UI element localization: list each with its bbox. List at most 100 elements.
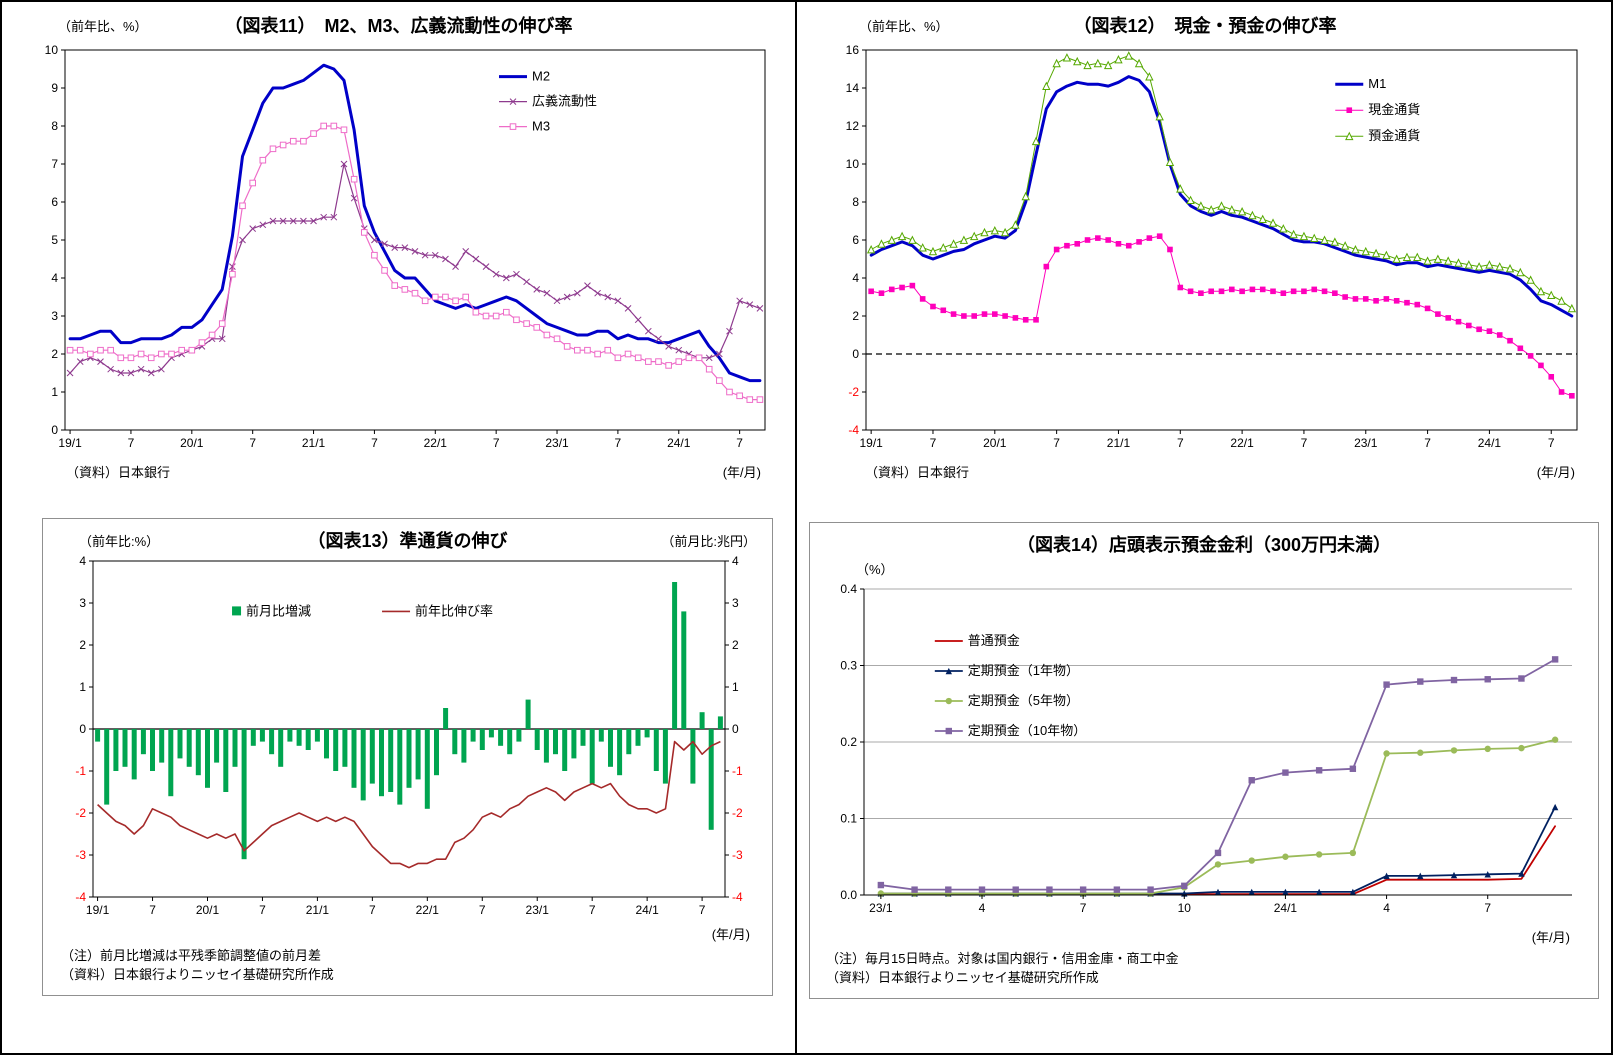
svg-text:20/1: 20/1	[180, 436, 204, 450]
svg-text:23/1: 23/1	[869, 901, 893, 915]
svg-text:4: 4	[852, 271, 859, 285]
svg-text:M3: M3	[532, 119, 550, 134]
fig14-chart: 0.0 0.1 0.2 0.3 0.4 23/1 4 7 10 24/1 4 7 普通預金定期預金（1年…	[840, 582, 1572, 915]
fig12-title: （図表12） 現金・預金の伸び率	[1073, 16, 1337, 36]
svg-text:21/1: 21/1	[306, 903, 330, 917]
fig12-source: （資料）日本銀行	[865, 465, 970, 480]
svg-text:2: 2	[79, 638, 86, 652]
fig12-axes: -4 -2 0 2 4 6 8 10 12 14 16 19/1 7 20/1 7 21/1 7 22/1 7 23/…	[845, 43, 1577, 450]
svg-text:19/1: 19/1	[859, 436, 883, 450]
svg-text:4: 4	[79, 554, 86, 568]
fig14-notes: （注）毎月15日時点。対象は国内銀行・信用金庫・商工中金 （資料）日本銀行よりニ…	[814, 946, 1594, 988]
svg-text:7: 7	[479, 903, 486, 917]
svg-text:19/1: 19/1	[58, 436, 82, 450]
panel-fig11: （前年比、%） （図表11） M2、M3、広義流動性の伸び率 0 1 2 3 4 5 6 7 8…	[2, 2, 795, 514]
svg-text:M1: M1	[1368, 76, 1386, 91]
svg-text:0.3: 0.3	[840, 659, 857, 673]
svg-text:10: 10	[1178, 901, 1192, 915]
panel-fig13: （前年比:%） （図表13）準通貨の伸び （前月比:兆円） -4 -4 -3 -3 -2…	[42, 518, 773, 996]
fig13-chart: -4 -4 -3 -3 -2 -2 -1 -1 0 0 1 1 2 2 3 3 4 4 19/1 7 20/1 7 21/1…	[75, 554, 743, 917]
fig14-note-1: （注）毎月15日時点。対象は国内銀行・信用金庫・商工中金	[826, 951, 1179, 966]
fig11-legend: M2 広義流動性 M3	[498, 69, 597, 134]
svg-text:7: 7	[1547, 436, 1554, 450]
svg-text:7: 7	[259, 903, 266, 917]
svg-text:10: 10	[845, 157, 859, 171]
svg-text:7: 7	[51, 157, 58, 171]
svg-text:23/1: 23/1	[545, 436, 569, 450]
svg-text:2: 2	[732, 638, 739, 652]
fig13-notes: （注）前月比増減は平残季節調整値の前月差 （資料）日本銀行よりニッセイ基礎研究所…	[49, 943, 766, 985]
svg-text:4: 4	[979, 901, 986, 915]
svg-text:7: 7	[371, 436, 378, 450]
svg-text:7: 7	[699, 903, 706, 917]
fig12-x-unit-label: (年/月)	[1536, 465, 1575, 480]
fig14-y-axis-label: （%）	[856, 562, 894, 577]
fig14-title: （図表14）店頭表示預金金利（300万円未満）	[1016, 535, 1392, 555]
svg-text:5: 5	[51, 233, 58, 247]
panel-fig12: （前年比、%） （図表12） 現金・預金の伸び率 -4 -2 0 2 4 6 8 10 12 14…	[797, 2, 1613, 514]
fig11-chart: 0 1 2 3 4 5 6 7 8 9 10 19/1 7 20/1 7 21/1 7 22/1 7 23/1 7 24/…	[44, 43, 765, 450]
fig11-x-unit-label: (年/月)	[722, 465, 761, 480]
svg-text:24/1: 24/1	[1477, 436, 1501, 450]
svg-text:0.0: 0.0	[840, 888, 857, 902]
svg-text:1: 1	[51, 385, 58, 399]
fig14-x-unit-row: (年/月)	[814, 927, 1594, 946]
fig14-note-2: （資料）日本銀行よりニッセイ基礎研究所作成	[826, 969, 1099, 985]
svg-text:預金通貨: 預金通貨	[1368, 128, 1420, 143]
svg-text:M2: M2	[532, 69, 550, 84]
svg-text:7: 7	[1424, 436, 1431, 450]
svg-text:1: 1	[79, 680, 86, 694]
svg-text:-2: -2	[848, 385, 859, 399]
svg-text:定期預金（1年物）: 定期預金（1年物）	[968, 663, 1079, 678]
fig12-series-現金通貨	[867, 233, 1575, 399]
svg-text:現金通貨: 現金通貨	[1368, 102, 1420, 117]
svg-text:23/1: 23/1	[526, 903, 550, 917]
svg-text:12: 12	[845, 119, 859, 133]
svg-text:0.1: 0.1	[840, 812, 857, 826]
svg-text:19/1: 19/1	[86, 903, 110, 917]
fig11-source: （資料）日本銀行	[66, 465, 171, 480]
svg-text:定期預金（10年物）: 定期預金（10年物）	[968, 723, 1086, 738]
svg-text:7: 7	[1300, 436, 1307, 450]
fig12-y-axis-label: （前年比、%）	[859, 19, 949, 34]
svg-text:24/1: 24/1	[1274, 901, 1298, 915]
svg-text:20/1: 20/1	[983, 436, 1007, 450]
svg-text:3: 3	[732, 596, 739, 610]
svg-text:-2: -2	[732, 806, 743, 820]
panel-fig13-area: （前年比:%） （図表13）準通貨の伸び （前月比:兆円） -4 -4 -3 -3 -2…	[2, 514, 795, 1053]
svg-text:前月比増減: 前月比増減	[246, 603, 311, 618]
svg-text:22/1: 22/1	[423, 436, 447, 450]
svg-text:4: 4	[732, 554, 739, 568]
svg-text:4: 4	[51, 271, 58, 285]
svg-text:7: 7	[149, 903, 156, 917]
svg-text:-4: -4	[848, 423, 859, 437]
svg-text:7: 7	[736, 436, 743, 450]
fig13-legend: 前月比増減 前年比伸び率	[232, 603, 493, 618]
svg-text:6: 6	[51, 195, 58, 209]
svg-text:3: 3	[79, 596, 86, 610]
fig13-line-前年比伸び率	[97, 740, 721, 869]
svg-text:7: 7	[929, 436, 936, 450]
svg-text:-4: -4	[75, 890, 86, 904]
fig11-footer: （資料）日本銀行 (年/月)	[2, 460, 795, 481]
svg-text:23/1: 23/1	[1354, 436, 1378, 450]
fig12-series-M1	[869, 75, 1573, 318]
panel-fig14: （図表14）店頭表示預金金利（300万円未満） （%） 0.0 0.1 0.2 0.3…	[809, 522, 1599, 999]
svg-text:前年比伸び率: 前年比伸び率	[415, 603, 493, 618]
fig14-series-定期預金（10年物）	[877, 656, 1559, 893]
svg-text:7: 7	[1484, 901, 1491, 915]
svg-text:2: 2	[51, 347, 58, 361]
svg-text:9: 9	[51, 81, 58, 95]
svg-text:-3: -3	[75, 848, 86, 862]
svg-text:0: 0	[732, 722, 739, 736]
svg-text:定期預金（5年物）: 定期預金（5年物）	[968, 693, 1079, 708]
svg-text:7: 7	[1053, 436, 1060, 450]
fig14-series-普通預金	[880, 825, 1556, 896]
svg-text:7: 7	[492, 436, 499, 450]
svg-text:-1: -1	[75, 764, 86, 778]
fig13-x-unit-row: (年/月)	[49, 924, 766, 943]
fig12-chart: -4 -2 0 2 4 6 8 10 12 14 16 19/1 7 20/1 7 21/1 7 22/1 7 23/…	[845, 43, 1577, 450]
